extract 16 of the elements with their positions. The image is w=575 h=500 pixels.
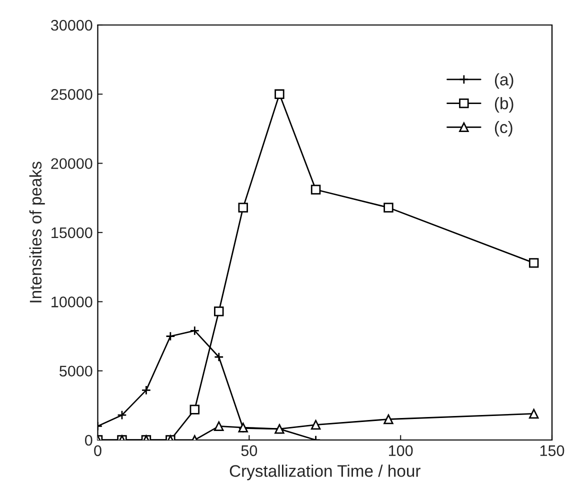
y-tick-label: 15000 xyxy=(52,227,92,238)
legend-label: (c) xyxy=(494,120,512,136)
y-tick-label: 25000 xyxy=(51,89,92,100)
y-tick-label: 30000 xyxy=(50,20,92,31)
x-tick-label: 150 xyxy=(540,445,564,456)
y-axis-title: Intensities of peaks xyxy=(29,162,45,302)
y-tick-label: 5000 xyxy=(60,366,92,377)
y-tick-label: 20000 xyxy=(51,158,92,170)
legend-label: (a) xyxy=(494,73,514,89)
x-tick-label: 100 xyxy=(389,445,413,456)
x-tick-label: 0 xyxy=(94,445,102,456)
y-tick-label: 0 xyxy=(84,434,92,446)
legend-label: (b) xyxy=(494,97,514,113)
y-tick-label: 10000 xyxy=(52,296,92,308)
x-tick-label: 50 xyxy=(241,445,258,456)
x-axis-title: Crystallization Time / hour xyxy=(230,464,420,480)
